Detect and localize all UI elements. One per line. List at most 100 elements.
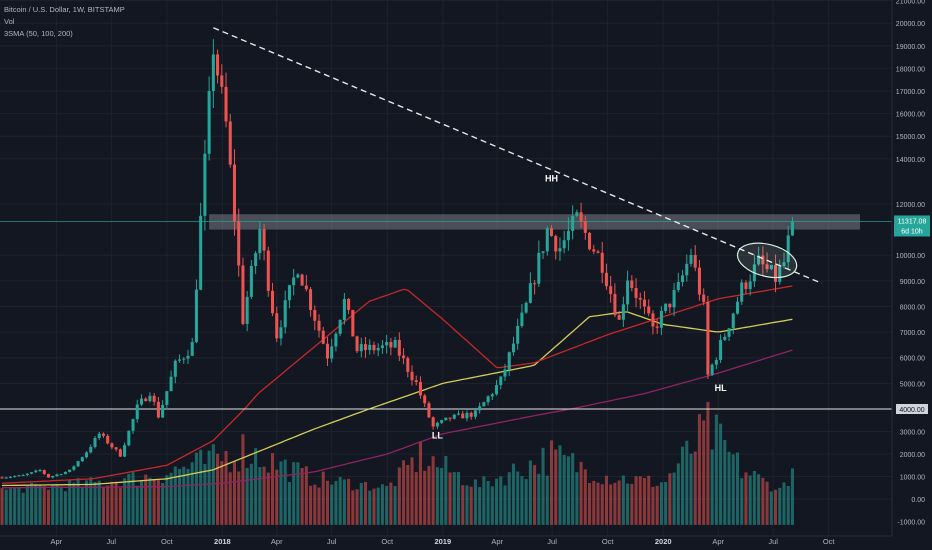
price-tick-label: 15000.00 — [896, 134, 925, 141]
price-tick-label: 10000.00 — [896, 253, 925, 260]
volume-bar — [152, 479, 156, 525]
volume-bar — [562, 455, 566, 525]
candle-body — [368, 344, 372, 351]
candle-body — [325, 343, 329, 359]
candle-body — [516, 325, 520, 344]
volume-bar — [313, 484, 317, 525]
candle-body — [702, 294, 706, 302]
volume-bar — [533, 465, 537, 525]
volume-bar — [689, 453, 693, 525]
candle-body — [59, 474, 63, 476]
candle-body — [452, 414, 456, 419]
volume-bar — [486, 480, 490, 525]
candle-body — [385, 342, 389, 346]
volume-bar — [106, 485, 110, 525]
volume-bar — [190, 462, 194, 525]
volume-bar — [334, 481, 338, 525]
annotation-hl: HL — [715, 383, 727, 393]
time-tick-label: Apr — [712, 537, 724, 546]
candle-body — [216, 54, 220, 76]
volume-bar — [685, 440, 689, 525]
candle-body — [372, 344, 376, 351]
volume-bar — [304, 466, 308, 525]
candle-body — [769, 265, 773, 270]
volume-bar — [774, 489, 778, 525]
candle-body — [169, 376, 173, 392]
volume-bar — [740, 478, 744, 525]
time-tick-label: 2020 — [655, 537, 672, 546]
volume-bar — [25, 486, 29, 525]
candle-body — [13, 476, 17, 478]
candle-body — [317, 320, 321, 331]
candle-body — [588, 232, 592, 250]
candle-body — [482, 402, 486, 407]
volume-bar — [351, 490, 355, 525]
candle-body — [287, 285, 291, 301]
candle-body — [757, 255, 761, 265]
support-tag-background — [896, 404, 928, 414]
candle-body — [592, 249, 596, 252]
volume-bar — [786, 485, 790, 525]
moving-average-indicator-label[interactable]: 3SMA (50, 100, 200) — [4, 29, 73, 38]
candle-body — [203, 153, 207, 216]
time-tick-label: Oct — [381, 537, 394, 546]
price-tick-label: 2000.00 — [900, 452, 925, 459]
candle-body — [676, 282, 680, 290]
volume-bar — [292, 462, 296, 525]
symbol-title[interactable]: Bitcoin / U.S. Dollar, 1W, BITSTAMP — [4, 5, 125, 14]
candle-body — [533, 283, 537, 285]
volume-bar — [203, 464, 207, 525]
candle-body — [34, 470, 38, 473]
candle-body — [566, 230, 570, 241]
candle-body — [473, 410, 477, 417]
candle-body — [393, 339, 397, 348]
volume-bar — [8, 488, 12, 525]
volume-bar — [588, 483, 592, 525]
volume-bar — [571, 453, 575, 525]
candle-body — [355, 336, 359, 352]
volume-bar — [630, 483, 634, 525]
candle-body — [406, 358, 410, 372]
candle-body — [232, 164, 237, 222]
volume-bar — [719, 423, 723, 525]
candle-body — [245, 296, 249, 324]
volume-indicator-label[interactable]: Vol — [4, 17, 15, 26]
volume-bar — [173, 466, 177, 525]
candle-body — [621, 304, 625, 320]
candle-body — [774, 265, 778, 282]
volume-bar — [17, 487, 21, 525]
price-tick-label: 3000.00 — [900, 430, 925, 437]
candle-body — [689, 255, 693, 264]
volume-bar — [744, 472, 748, 525]
volume-bar — [161, 483, 165, 525]
volume-bar — [80, 486, 84, 525]
candle-body — [659, 310, 663, 328]
volume-bar — [309, 485, 313, 525]
candle-body — [304, 285, 308, 290]
candle-body — [693, 255, 697, 268]
candle-body — [313, 310, 317, 321]
volume-bar — [414, 472, 418, 525]
annotation-ll: LL — [432, 430, 443, 440]
volume-bar — [516, 471, 520, 525]
volume-bar — [380, 484, 384, 525]
volume-bar — [790, 468, 794, 525]
volume-bar — [93, 482, 97, 525]
candle-body — [42, 470, 46, 474]
volume-bar — [693, 451, 697, 525]
volume-bar — [642, 478, 647, 525]
candle-body — [537, 252, 541, 284]
candle-body — [182, 358, 186, 360]
volume-bar — [317, 487, 321, 525]
candle-body — [258, 229, 262, 254]
candle-body — [740, 282, 744, 302]
support-tag-label: 4000.00 — [899, 407, 924, 414]
price-tick-label: 21000.00 — [896, 0, 925, 6]
volume-bar — [89, 477, 93, 525]
candle-body — [490, 394, 494, 397]
volume-bar — [338, 476, 342, 525]
volume-bar — [752, 471, 756, 525]
candle-body — [110, 443, 114, 448]
